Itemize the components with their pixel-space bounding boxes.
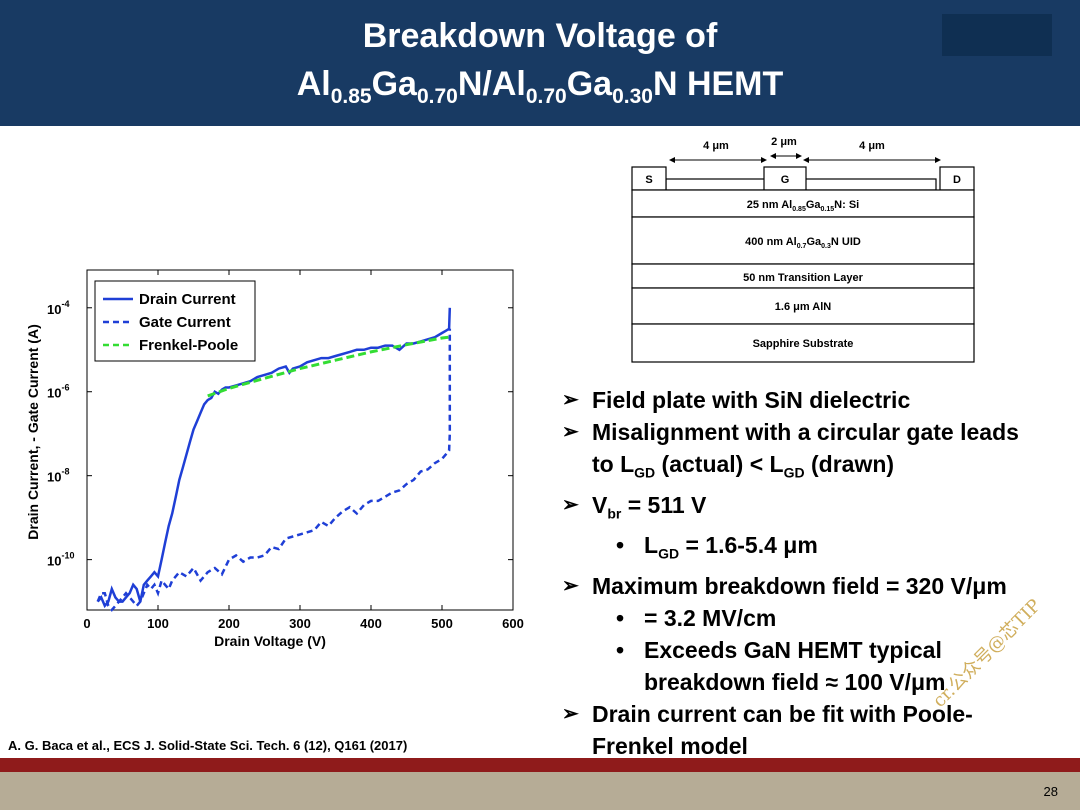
bullet-text: L: [644, 532, 659, 559]
y-tick-label: 10-4: [47, 299, 69, 317]
device-svg: 4 μm 2 μm 4 μm S G D 25 nm Al0.85Ga0.15N…: [631, 136, 975, 363]
title-part: Al: [296, 65, 331, 103]
header-accent-box: [942, 14, 1052, 56]
bullet-subscript: br: [607, 505, 622, 522]
layer-transition: [631, 263, 975, 289]
chart-svg: 0 100 200 300 400 500 600 10-4 10-6 10-8 10-10 Drai…: [25, 269, 524, 649]
title-part: N HEMT: [652, 65, 784, 103]
bullet-text: Exceeds GaN HEMT typical: [644, 636, 942, 663]
x-tick-label: 100: [147, 616, 169, 631]
citation: A. G. Baca et al., ECS J. Solid-State Sc…: [8, 738, 408, 753]
x-tick-label: 200: [218, 616, 240, 631]
gate-label: G: [781, 174, 790, 186]
y-tick-label: 10-10: [47, 551, 74, 569]
source-label: S: [645, 174, 652, 186]
layer-aln: [631, 287, 975, 325]
bullet-text: Misalignment with a circular gate leads: [592, 419, 1019, 445]
bullet-text: breakdown field ≈ 100 V/μm: [644, 668, 946, 695]
title-part: N/Al: [457, 65, 526, 103]
layer-substrate-label: Sapphire Substrate: [753, 338, 854, 350]
dim-gate: 2 μm: [771, 136, 797, 148]
subbullet-mvcm: = 3.2 MV/cm: [562, 602, 1062, 634]
bullet-text: Frenkel model: [592, 732, 748, 759]
x-tick-label: 300: [289, 616, 311, 631]
bullet-text: to L: [592, 451, 635, 477]
x-tick-label: 0: [83, 616, 90, 631]
bullet-max-field: Maximum breakdown field = 320 V/μm: [562, 570, 1062, 602]
layer-channel-label: 400 nm Al0.7Ga0.3N UID: [745, 236, 861, 250]
bullet-field-plate: Field plate with SiN dielectric: [562, 384, 1062, 416]
layer-barrier: [631, 189, 975, 218]
title-subscript: 0.85: [330, 84, 372, 108]
legend-label: Frenkel-Poole: [139, 337, 238, 354]
title-part: Ga: [566, 65, 613, 103]
bullet-text: V: [592, 491, 608, 518]
title-subscript: 0.70: [416, 84, 458, 108]
y-axis-label: Drain Current, - Gate Current (A): [25, 324, 41, 539]
x-tick-label: 500: [431, 616, 453, 631]
y-tick-label: 10-8: [47, 467, 69, 485]
slide-title: Breakdown Voltage of Al0.85Ga0.70N/Al0.7…: [0, 12, 1080, 121]
series-gate-current: [96, 328, 452, 612]
title-line-2: Al0.85Ga0.70N/Al0.70Ga0.30N HEMT: [0, 60, 1080, 121]
footer-bar: 28: [0, 772, 1080, 810]
series-drain-current: [96, 307, 452, 609]
x-tick-label: 600: [502, 616, 524, 631]
legend-label: Drain Current: [139, 291, 236, 308]
bullet-subscript: GD: [634, 464, 656, 481]
bullet-subscript: GD: [658, 545, 680, 562]
bullet-text: Maximum breakdown field = 320 V/μm: [592, 572, 1007, 599]
legend-box: [94, 280, 256, 362]
layer-substrate: [631, 323, 975, 363]
title-line-1: Breakdown Voltage of: [362, 17, 718, 55]
bullet-text: = 3.2 MV/cm: [644, 604, 777, 631]
bullet-list: Field plate with SiN dielectric Misalign…: [562, 384, 1062, 762]
series-frenkel-poole: [207, 335, 450, 398]
page-number: 28: [1043, 784, 1058, 799]
bullet-text: = 1.6-5.4 μm: [679, 532, 818, 559]
bullet-vbr: Vbr = 511 V: [562, 489, 1062, 530]
bullet-text: (actual) < L: [655, 451, 784, 477]
layer-transition-label: 50 nm Transition Layer: [743, 272, 864, 284]
subbullet-lgd: LGD = 1.6-5.4 μm: [562, 529, 1062, 570]
title-subscript: 0.70: [525, 84, 567, 108]
title-part: Ga: [371, 65, 417, 103]
legend-label: Gate Current: [139, 314, 231, 331]
dim-left: 4 μm: [703, 140, 729, 152]
layer-barrier-label: 25 nm Al0.85Ga0.15N: Si: [747, 199, 859, 213]
bullet-misalignment: Misalignment with a circular gate leads …: [562, 416, 1062, 489]
bullet-text: Drain current can be fit with Poole-: [592, 700, 973, 727]
x-axis-label: Drain Voltage (V): [214, 633, 326, 649]
dim-right: 4 μm: [859, 140, 885, 152]
x-tick-label: 400: [360, 616, 382, 631]
bullet-text: Field plate with SiN dielectric: [592, 387, 911, 413]
breakdown-chart: 0 100 200 300 400 500 600 10-4 10-6 10-8 10-10 Drai…: [0, 260, 540, 660]
device-cross-section: 4 μm 2 μm 4 μm S G D 25 nm Al0.85Ga0.15N…: [624, 132, 984, 368]
layer-channel: [631, 216, 975, 265]
drain-label: D: [953, 174, 961, 186]
subbullet-exceeds: Exceeds GaN HEMT typical breakdown field …: [562, 634, 1062, 698]
title-banner: Breakdown Voltage of Al0.85Ga0.70N/Al0.7…: [0, 0, 1080, 126]
bullet-text: (drawn): [804, 451, 895, 477]
bullet-subscript: GD: [783, 464, 805, 481]
footer-rule: [0, 758, 1080, 772]
layer-aln-label: 1.6 μm AlN: [775, 301, 832, 313]
y-tick-label: 10-6: [47, 383, 69, 401]
bullet-poole-frenkel: Drain current can be fit with Poole- Fren…: [562, 698, 1062, 762]
bullet-text: = 511 V: [621, 491, 707, 518]
title-subscript: 0.30: [612, 84, 653, 108]
